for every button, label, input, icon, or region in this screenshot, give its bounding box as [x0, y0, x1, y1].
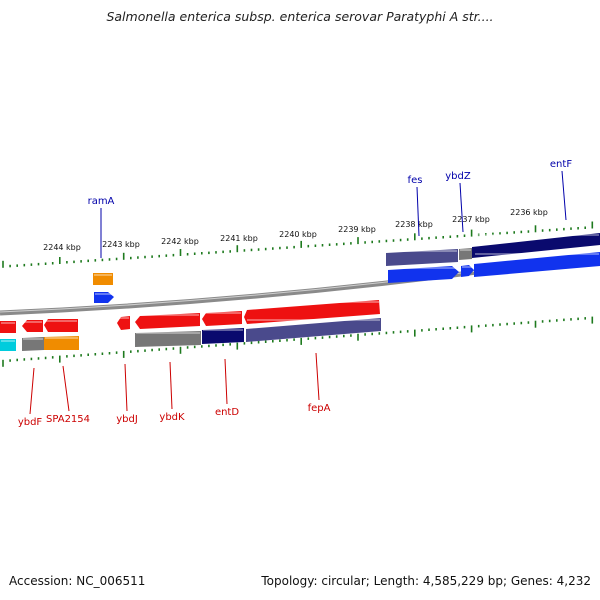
leader-line — [29, 367, 35, 415]
gene-features[interactable] — [0, 233, 600, 351]
leader-line — [124, 363, 128, 412]
scale-label: 2243 kbp — [102, 240, 140, 249]
lower-gene-labels: ybdF SPA2154 ybdJ ybdK entD fepA — [18, 352, 331, 428]
gene-label-ramA[interactable]: ramA — [88, 196, 115, 207]
gene-ybdF-body[interactable] — [22, 337, 44, 351]
upper-gene-labels: ramA fes ybdZ entF — [88, 159, 572, 258]
map-title: Salmonella enterica subsp. enterica sero… — [106, 9, 494, 24]
gene-label-fepA[interactable]: fepA — [308, 403, 331, 414]
gene-label-ybdJ[interactable]: ybdJ — [116, 414, 138, 425]
leader-line — [561, 170, 567, 221]
gene-fepA-body[interactable] — [246, 318, 381, 342]
scale-labels: 2244 kbp 2243 kbp 2242 kbp 2241 kbp 2240 kbp… — [43, 208, 548, 252]
scale-label: 2240 kbp — [279, 230, 317, 239]
gene-entF-arrow[interactable] — [474, 252, 600, 277]
gene-ramA-body[interactable] — [93, 273, 113, 285]
gene-label-ybdF[interactable]: ybdF — [18, 417, 43, 428]
gene-fes-arrow[interactable] — [388, 266, 459, 283]
gene-ybdZ-body[interactable] — [459, 248, 472, 260]
scale-label: 2244 kbp — [43, 243, 81, 252]
gene-fepA-arrow[interactable] — [244, 300, 380, 324]
gene-entD-body[interactable] — [202, 328, 244, 344]
leader-line — [62, 365, 70, 412]
gene-ybdF-arrow[interactable] — [22, 320, 43, 332]
leader-line — [459, 182, 464, 233]
gene-label-entF[interactable]: entF — [550, 159, 572, 170]
leader-line — [315, 352, 320, 401]
gene-left-body[interactable] — [0, 339, 16, 351]
scale-label: 2237 kbp — [452, 215, 490, 224]
lower-scale-ruler — [2, 316, 594, 367]
gene-entD-arrow[interactable] — [202, 311, 242, 326]
gene-ybdK-body[interactable] — [135, 331, 201, 347]
gene-fes-body[interactable] — [386, 249, 458, 266]
gene-ybdJ-arrow[interactable] — [117, 316, 130, 330]
scale-label: 2242 kbp — [161, 237, 199, 246]
gene-SPA2154-body[interactable] — [44, 336, 79, 350]
gene-ramA-arrow[interactable] — [94, 292, 114, 303]
gene-label-ybdK[interactable]: ybdK — [159, 412, 185, 423]
gene-label-ybdZ[interactable]: ybdZ — [445, 171, 471, 182]
leader-line — [224, 358, 228, 405]
gene-label-entD[interactable]: entD — [215, 407, 239, 418]
leader-line — [416, 186, 420, 237]
topology-text: Topology: circular; Length: 4,585,229 bp… — [261, 574, 591, 588]
scale-label: 2241 kbp — [220, 234, 258, 243]
accession-text: Accession: NC_006511 — [9, 574, 146, 588]
gene-entF-body[interactable] — [472, 233, 600, 258]
scale-label: 2239 kbp — [338, 225, 376, 234]
scale-label: 2238 kbp — [395, 220, 433, 229]
gene-label-fes[interactable]: fes — [408, 175, 423, 186]
scale-label: 2236 kbp — [510, 208, 548, 217]
gene-ybdZ-arrow[interactable] — [461, 265, 474, 277]
leader-line — [169, 361, 173, 410]
gene-ybdK-arrow[interactable] — [135, 313, 200, 329]
gene-label-SPA2154[interactable]: SPA2154 — [46, 414, 90, 425]
gene-left-arrow[interactable] — [0, 321, 16, 333]
gene-SPA2154-arrow[interactable] — [44, 319, 78, 332]
upper-scale-ruler — [2, 221, 594, 268]
